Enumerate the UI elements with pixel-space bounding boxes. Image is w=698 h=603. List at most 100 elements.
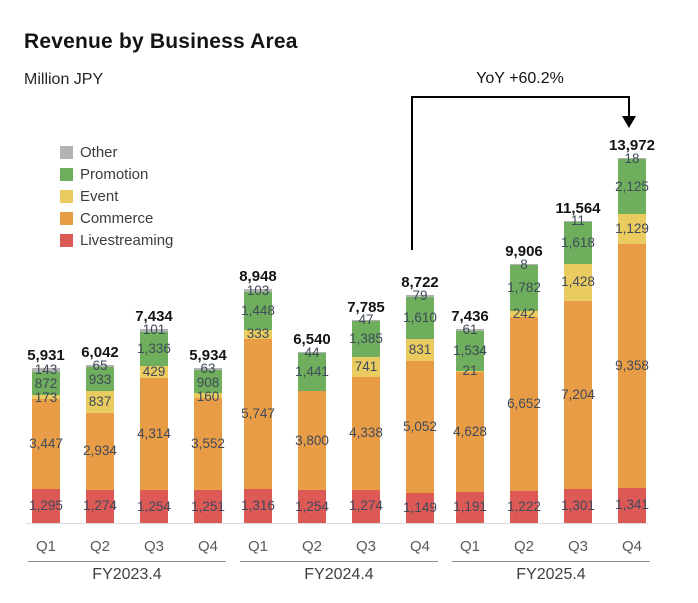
segment-value-label: 2,934 xyxy=(83,443,117,459)
legend-label: Other xyxy=(80,143,118,161)
segment-value-label: 1,428 xyxy=(561,274,595,290)
yoy-bracket-right-line xyxy=(628,96,630,117)
bar-total-label: 9,906 xyxy=(505,243,543,261)
x-axis-quarter-label: Q3 xyxy=(567,538,588,555)
segment-value-label: 173 xyxy=(34,390,58,406)
bar-segment-event xyxy=(244,329,272,339)
segment-value-label: 1,295 xyxy=(29,498,63,514)
bar-total-label: 8,722 xyxy=(401,274,439,292)
bar-segment-other xyxy=(456,328,484,331)
bar-segment-commerce xyxy=(140,377,168,491)
yoy-annotation-label: YoY +60.2% xyxy=(476,70,564,87)
segment-value-label: 143 xyxy=(34,362,58,378)
bar-segment-event xyxy=(564,263,592,301)
segment-value-label: 1,274 xyxy=(349,498,383,514)
bar-segment-event xyxy=(406,339,434,362)
bar-segment-event xyxy=(140,366,168,378)
bar-segment-livestreaming xyxy=(86,489,114,523)
legend-label: Promotion xyxy=(80,165,149,183)
legend-item-livestreaming: Livestreaming xyxy=(60,229,173,251)
page-title: Revenue by Business Area xyxy=(24,30,298,53)
bar-total-label: 5,931 xyxy=(27,347,65,365)
legend-item-commerce: Commerce xyxy=(60,207,173,229)
bar-segment-other xyxy=(86,365,114,367)
legend-swatch-promotion xyxy=(60,167,73,181)
x-axis-quarter-label: Q4 xyxy=(409,538,430,555)
bar-segment-commerce xyxy=(244,338,272,489)
bar-segment-livestreaming xyxy=(298,490,326,523)
x-axis-quarter-label: Q4 xyxy=(197,538,218,555)
segment-value-label: 741 xyxy=(354,358,378,374)
legend-swatch-commerce xyxy=(60,211,73,225)
x-axis-fiscal-year-label: FY2023.4 xyxy=(92,566,162,583)
bar-total-label: 7,436 xyxy=(451,307,489,325)
segment-value-label: 837 xyxy=(88,394,112,410)
segment-value-label: 47 xyxy=(358,312,374,328)
yoy-bracket-horizontal-line xyxy=(411,96,630,98)
bar-segment-commerce xyxy=(298,391,326,491)
bar-total-label: 6,042 xyxy=(81,344,119,362)
segment-value-label: 4,314 xyxy=(137,425,171,441)
bar-segment-event xyxy=(510,311,538,318)
bar-segment-promotion xyxy=(618,158,646,215)
bar-segment-promotion xyxy=(32,371,60,395)
segment-value-label: 79 xyxy=(412,288,428,304)
segment-value-label: 101 xyxy=(142,322,166,338)
segment-value-label: 44 xyxy=(304,344,320,360)
segment-value-label: 6,652 xyxy=(507,396,541,412)
bar-segment-other xyxy=(406,295,434,298)
x-axis-group-line xyxy=(28,561,226,562)
bar-total-label: 11,564 xyxy=(555,200,601,218)
segment-value-label: 908 xyxy=(196,374,220,390)
bar-segment-event xyxy=(32,394,60,400)
legend-item-event: Event xyxy=(60,185,173,207)
bar-segment-promotion xyxy=(140,331,168,367)
segment-value-label: 1,254 xyxy=(137,498,171,514)
segment-value-label: 9,358 xyxy=(615,357,649,373)
legend-label: Event xyxy=(80,187,119,205)
x-axis-quarter-label: Q1 xyxy=(247,538,268,555)
x-axis-fiscal-year-label: FY2024.4 xyxy=(304,566,374,583)
bar-segment-promotion xyxy=(352,321,380,358)
bar-segment-promotion xyxy=(564,221,592,264)
x-axis-quarter-label: Q2 xyxy=(513,538,534,555)
segment-value-label: 1,274 xyxy=(83,498,117,514)
bar-segment-event xyxy=(194,393,222,398)
bar-segment-commerce xyxy=(352,376,380,490)
bar-segment-event xyxy=(352,357,380,377)
bar-segment-commerce xyxy=(32,399,60,490)
bar-segment-other xyxy=(140,328,168,332)
segment-value-label: 1,301 xyxy=(561,498,595,514)
legend-item-other: Other xyxy=(60,141,173,163)
segment-value-label: 933 xyxy=(88,372,112,388)
bar-segment-commerce xyxy=(456,371,484,492)
bar-segment-livestreaming xyxy=(244,488,272,523)
x-axis-quarter-label: Q2 xyxy=(301,538,322,555)
bar-segment-other xyxy=(352,319,380,322)
segment-value-label: 2,125 xyxy=(615,178,649,194)
bar-total-label: 6,540 xyxy=(293,331,331,349)
segment-value-label: 1,129 xyxy=(615,221,649,237)
segment-value-label: 1,385 xyxy=(349,331,383,347)
segment-value-label: 5,052 xyxy=(403,419,437,435)
unit-label: Million JPY xyxy=(24,71,104,88)
segment-value-label: 1,534 xyxy=(453,342,487,358)
bar-segment-livestreaming xyxy=(510,491,538,523)
bar-segment-promotion xyxy=(298,353,326,392)
legend-label: Commerce xyxy=(80,209,154,227)
x-axis-fiscal-year-label: FY2025.4 xyxy=(516,566,586,583)
legend-swatch-other xyxy=(60,145,73,159)
segment-value-label: 1,254 xyxy=(295,498,329,514)
bar-total-label: 7,434 xyxy=(135,307,173,325)
bar-segment-commerce xyxy=(194,397,222,491)
bar-total-label: 13,972 xyxy=(609,137,655,155)
bar-segment-livestreaming xyxy=(194,490,222,523)
bar-segment-other xyxy=(32,368,60,372)
x-axis-quarter-label: Q3 xyxy=(143,538,164,555)
segment-value-label: 11 xyxy=(570,213,585,229)
segment-value-label: 1,191 xyxy=(453,499,487,515)
bar-segment-livestreaming xyxy=(140,490,168,523)
segment-value-label: 1,441 xyxy=(295,364,329,380)
